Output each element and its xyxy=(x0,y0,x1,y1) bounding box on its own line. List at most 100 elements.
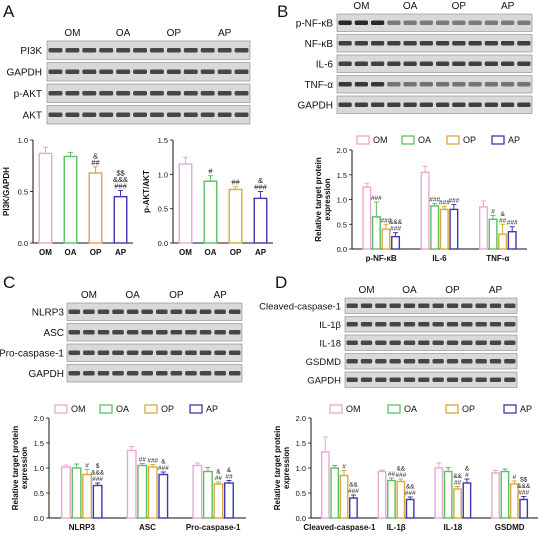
significance-label: & xyxy=(93,151,98,160)
blot-band xyxy=(185,371,197,376)
chart-a2: 0.0 0.5 1.0 1.5 p-AKT/AKT OM # OA ## OP ###& AP xyxy=(142,136,273,257)
blot-band xyxy=(234,48,249,53)
blot-band xyxy=(214,350,226,355)
blot-band xyxy=(97,350,110,355)
blot-band xyxy=(452,102,466,107)
blot-band xyxy=(200,91,215,96)
blot-strip xyxy=(336,75,533,94)
blot-band xyxy=(126,330,139,335)
y-tick-label: 0.0 xyxy=(158,239,168,248)
blot-band xyxy=(185,350,197,355)
blot-band xyxy=(112,309,124,314)
blot-strip xyxy=(344,353,518,370)
blot-label: p-AKT xyxy=(14,89,42,100)
blot-band xyxy=(112,350,124,355)
bar xyxy=(330,467,340,519)
significance-label: $$ xyxy=(116,168,125,177)
significance-label: && xyxy=(349,482,358,489)
group-label-oa: OA xyxy=(402,285,417,296)
blot-band xyxy=(156,371,168,376)
blot-band xyxy=(82,112,97,117)
bar xyxy=(178,163,193,244)
x-tick-label: AP xyxy=(115,248,127,257)
bar xyxy=(113,195,128,244)
blot-band xyxy=(65,69,80,74)
bar xyxy=(203,180,218,244)
significance-label: ### xyxy=(348,488,359,495)
y-axis-label: PI3K/GAPDH xyxy=(2,167,11,216)
blot-band xyxy=(446,377,459,382)
blot-band xyxy=(461,359,473,364)
blot-band xyxy=(468,102,482,107)
blot-band xyxy=(83,330,95,335)
x-tick-label: p-NF-κB xyxy=(366,254,397,263)
blot-band xyxy=(517,102,531,107)
significance-label: $ xyxy=(96,463,100,470)
legend-label: AP xyxy=(206,404,218,414)
significance-label: ## xyxy=(388,471,396,478)
chart-c: 0.0 0.5 1.0 1.5 2.0 Relative target protein ex… xyxy=(11,404,246,532)
blot-band xyxy=(65,91,80,96)
bar xyxy=(387,479,396,519)
blot-label: IL-1β xyxy=(319,320,341,331)
blot-band xyxy=(214,309,226,314)
bar xyxy=(192,464,203,519)
significance-label: & xyxy=(258,176,263,185)
y-tick-label: 1.5 xyxy=(337,171,347,180)
blot-band xyxy=(68,371,81,376)
blot-band xyxy=(97,309,110,314)
significance-label: ## xyxy=(454,480,462,487)
bar xyxy=(82,473,93,519)
blot-band xyxy=(150,69,164,74)
blot-band xyxy=(126,371,139,376)
blot-band xyxy=(48,69,63,74)
blot-band xyxy=(166,91,181,96)
blot-band xyxy=(97,330,110,335)
y-tick-label: 0.0 xyxy=(296,514,306,523)
legend-label: OM xyxy=(373,135,388,145)
significance-label: ### xyxy=(158,465,169,472)
blot-band xyxy=(199,371,212,376)
bar xyxy=(519,498,529,519)
significance-label: # xyxy=(85,463,89,470)
y-tick-label: 0.5 xyxy=(34,489,44,498)
blot-band xyxy=(403,41,417,46)
bar xyxy=(434,467,444,519)
legend-swatch xyxy=(503,404,517,414)
significance-label: ## xyxy=(225,474,233,481)
blot-band xyxy=(170,350,183,355)
legend-swatch xyxy=(491,135,505,145)
blot-strip xyxy=(66,302,243,321)
y-tick-label: 2.0 xyxy=(296,414,306,423)
blot-band xyxy=(116,48,131,53)
blot-band xyxy=(375,322,387,327)
significance-label: &&& xyxy=(91,470,105,477)
blot-label: p-NF-κB xyxy=(296,18,334,29)
blot-band xyxy=(185,330,197,335)
blot-band xyxy=(517,61,531,66)
blot-band xyxy=(389,340,401,345)
blot-band xyxy=(461,322,473,327)
legend-label: OA xyxy=(404,404,417,414)
bar xyxy=(478,206,488,250)
significance-label: &&& xyxy=(389,219,403,226)
blot-band xyxy=(217,112,232,117)
blot-strip xyxy=(336,54,533,73)
blot-band xyxy=(99,112,114,117)
blot-band xyxy=(48,91,63,96)
significance-label: ### xyxy=(405,490,416,497)
y-tick-label: 1.0 xyxy=(34,464,44,473)
significance-label: && xyxy=(453,473,462,480)
y-axis-label: p-AKT/AKT xyxy=(142,170,151,213)
y-tick-label: 1.0 xyxy=(337,196,347,205)
bar xyxy=(507,230,517,250)
significance-label: ### xyxy=(518,490,529,497)
blot-band xyxy=(517,82,531,87)
blot-band xyxy=(371,41,385,46)
blot-band xyxy=(133,112,147,117)
bar xyxy=(349,497,358,519)
significance-label: ### xyxy=(147,458,158,465)
y-tick-label: 1.5 xyxy=(34,439,44,448)
bar xyxy=(491,472,500,519)
significance-label: & xyxy=(500,211,505,218)
